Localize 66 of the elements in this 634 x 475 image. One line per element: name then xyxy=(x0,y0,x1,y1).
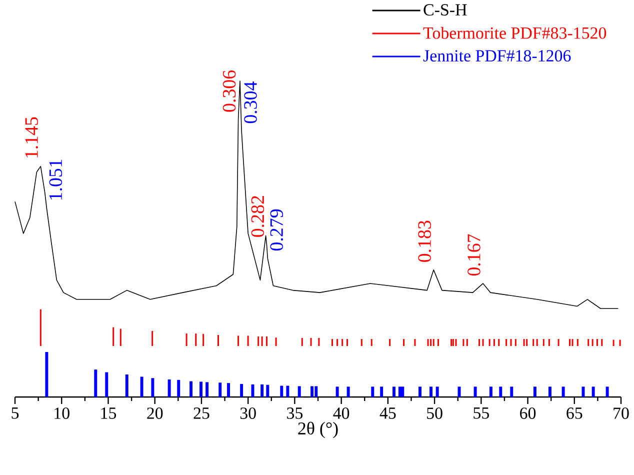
x-tick-label: 65 xyxy=(566,408,582,419)
bar xyxy=(430,386,432,397)
bar xyxy=(218,382,222,397)
bar xyxy=(548,386,552,397)
annotation: 0.279 xyxy=(270,209,284,251)
bar xyxy=(105,372,108,397)
annotation: 0.183 xyxy=(418,220,432,262)
bar xyxy=(489,386,492,397)
bar xyxy=(310,386,314,397)
bar xyxy=(380,386,384,397)
x-tick-label: 35 xyxy=(287,408,303,419)
bar xyxy=(371,386,374,397)
bar xyxy=(533,386,536,397)
bar xyxy=(251,384,254,397)
x-tick-label: 30 xyxy=(240,408,256,419)
text: Tobermorite PDF#83-1520 xyxy=(423,26,606,39)
bar xyxy=(418,386,422,397)
bar xyxy=(592,386,595,397)
bar xyxy=(562,386,565,397)
bar xyxy=(190,381,193,397)
bar xyxy=(280,386,284,397)
x-tick-label: 60 xyxy=(520,408,536,419)
bar xyxy=(401,386,404,397)
bar xyxy=(314,386,318,397)
bar xyxy=(125,374,128,397)
bar xyxy=(606,386,609,397)
x-tick-label: 55 xyxy=(474,408,489,419)
annotation: 0.304 xyxy=(244,82,257,124)
bar xyxy=(240,384,244,397)
bar xyxy=(227,383,230,397)
x-tick-label: 40 xyxy=(333,408,350,419)
x-tick-label: 20 xyxy=(147,408,163,419)
annotation: 0.282 xyxy=(251,196,264,237)
bar xyxy=(392,386,396,397)
bar xyxy=(436,386,439,397)
x-tick-label: 50 xyxy=(427,408,442,419)
bar xyxy=(266,384,270,397)
annotation: 1.145 xyxy=(25,117,38,158)
x-tick-label: 25 xyxy=(194,408,210,419)
bar xyxy=(168,379,171,397)
annotation: 0.167 xyxy=(468,234,480,276)
bar xyxy=(499,386,502,397)
bar xyxy=(298,386,301,397)
bar xyxy=(151,378,154,397)
bar xyxy=(45,352,48,397)
x-axis-title: 2θ (°) xyxy=(298,422,338,438)
x-tick-label: 5 xyxy=(12,408,19,419)
bar xyxy=(336,386,339,397)
bar xyxy=(260,384,264,397)
bar xyxy=(200,382,202,397)
text: Jennite PDF#18-1206 xyxy=(423,50,571,62)
annotation: 0.306 xyxy=(222,70,236,112)
bar xyxy=(177,380,180,397)
x-tick-label: 45 xyxy=(380,408,396,419)
x-tick-label: 10 xyxy=(54,408,70,419)
x-tick-label: 70 xyxy=(614,408,629,419)
bar xyxy=(286,386,290,397)
bar xyxy=(474,386,477,397)
annotation: 1.051 xyxy=(49,160,62,200)
bar xyxy=(94,370,98,397)
bar xyxy=(140,376,144,397)
bar xyxy=(206,382,209,397)
bar xyxy=(510,386,514,397)
x-tick-label: 15 xyxy=(101,408,116,419)
legend-label: C-S-H xyxy=(424,4,467,16)
bar xyxy=(346,386,350,397)
